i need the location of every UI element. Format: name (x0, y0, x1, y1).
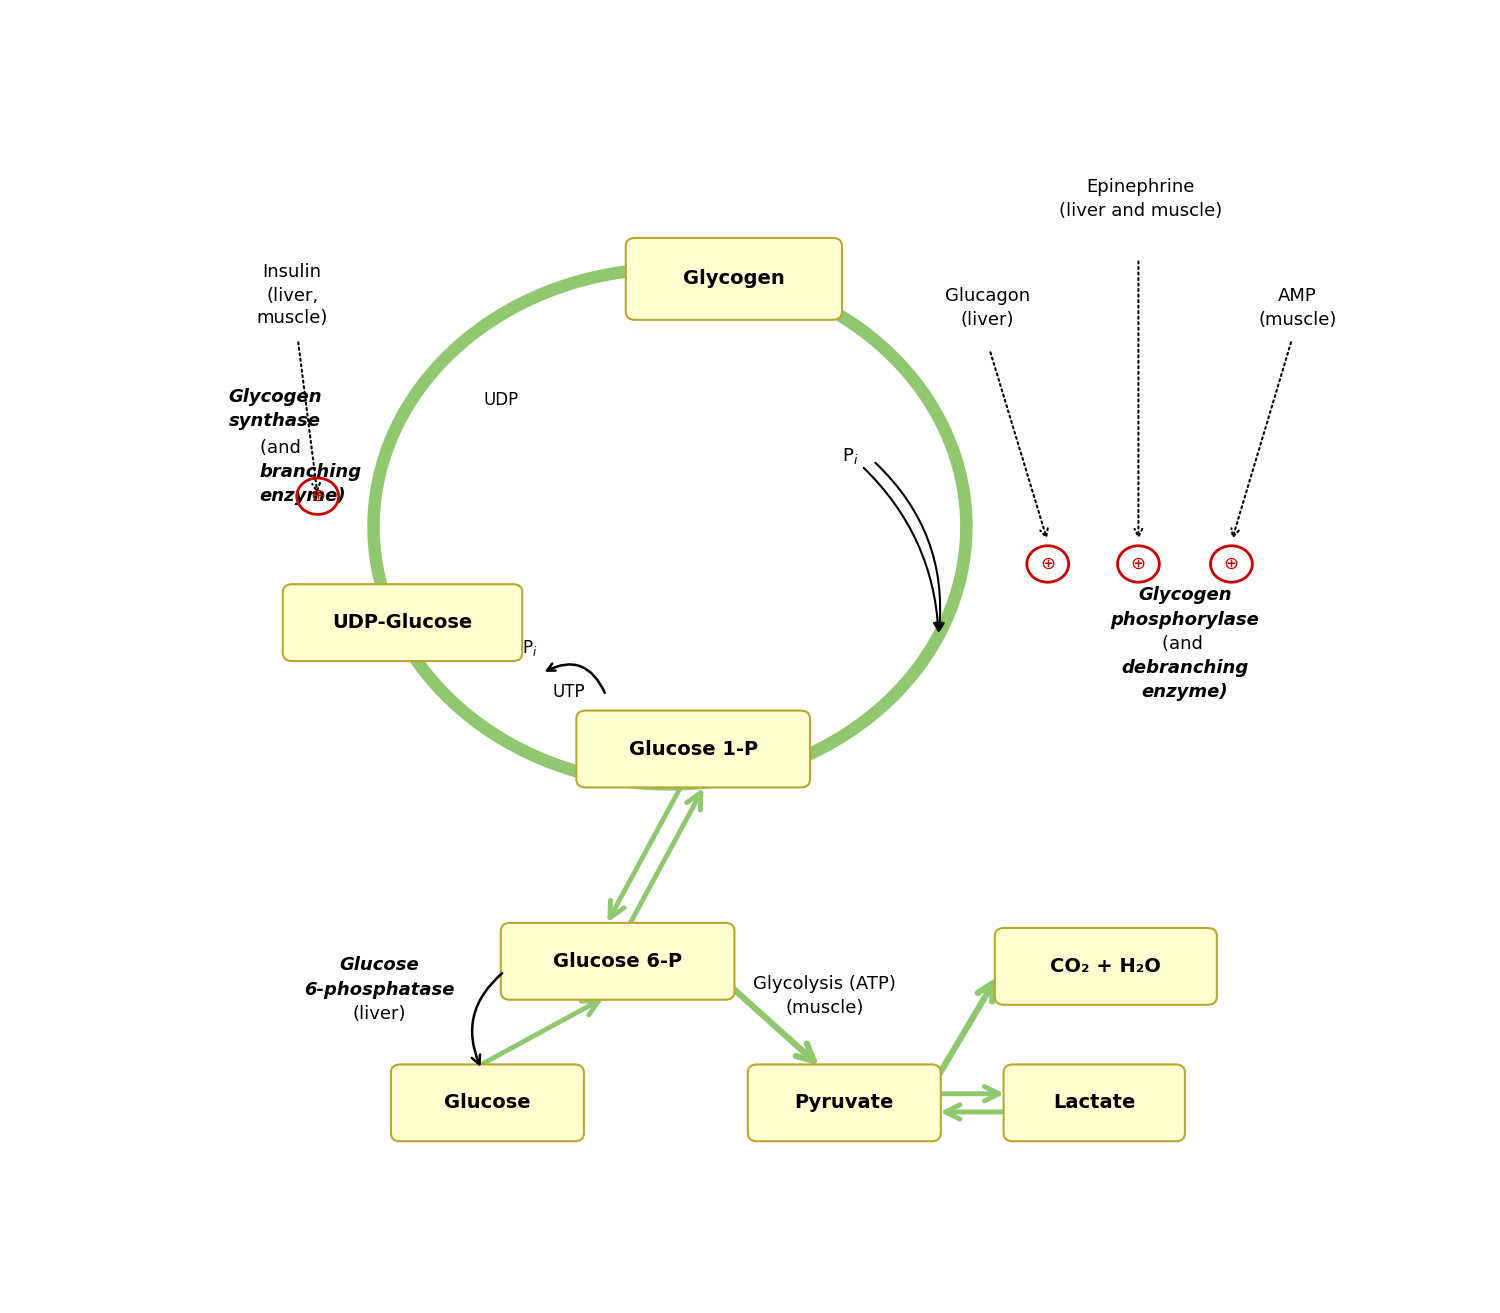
FancyBboxPatch shape (392, 1065, 584, 1141)
Text: enzyme): enzyme) (260, 487, 347, 506)
Text: Glycogen: Glycogen (228, 389, 321, 406)
FancyBboxPatch shape (501, 923, 735, 999)
Text: synthase: synthase (228, 412, 321, 431)
Text: ⊕: ⊕ (1040, 555, 1056, 572)
Text: (muscle): (muscle) (1258, 311, 1336, 330)
Text: P$_i$: P$_i$ (842, 446, 858, 466)
Text: Glycogen: Glycogen (1138, 587, 1232, 604)
Text: (liver,: (liver, (266, 288, 318, 305)
Text: ⊕: ⊕ (1131, 555, 1146, 572)
Text: Glucagon: Glucagon (945, 288, 1030, 305)
Text: Glycolysis (ATP): Glycolysis (ATP) (753, 974, 896, 993)
Text: 6-phosphatase: 6-phosphatase (304, 981, 454, 999)
Text: Epinephrine: Epinephrine (1086, 179, 1196, 196)
Text: Glycogen: Glycogen (682, 269, 784, 289)
Text: PP$_i$: PP$_i$ (512, 638, 537, 658)
FancyBboxPatch shape (284, 584, 522, 660)
Text: Glucose 1-P: Glucose 1-P (628, 739, 758, 759)
FancyBboxPatch shape (748, 1065, 940, 1141)
Text: Glucose 6-P: Glucose 6-P (554, 952, 682, 970)
Text: Insulin: Insulin (262, 263, 321, 281)
Text: muscle): muscle) (256, 310, 328, 327)
Text: ⊕: ⊕ (310, 487, 326, 506)
Text: Glucose: Glucose (339, 956, 418, 974)
Text: Lactate: Lactate (1053, 1094, 1136, 1112)
Text: Pyruvate: Pyruvate (795, 1094, 894, 1112)
Text: UTP: UTP (552, 684, 585, 701)
FancyBboxPatch shape (994, 928, 1216, 1004)
FancyBboxPatch shape (1004, 1065, 1185, 1141)
Text: ⊕: ⊕ (1224, 555, 1239, 572)
Text: CO₂ + H₂O: CO₂ + H₂O (1050, 957, 1161, 976)
FancyBboxPatch shape (576, 710, 810, 788)
Text: (and: (and (1161, 635, 1208, 653)
Text: (muscle): (muscle) (786, 999, 864, 1016)
Text: enzyme): enzyme) (1142, 684, 1228, 701)
FancyBboxPatch shape (626, 238, 842, 320)
Text: AMP: AMP (1278, 288, 1317, 305)
Text: Glucose: Glucose (444, 1094, 531, 1112)
Text: (liver and muscle): (liver and muscle) (1059, 202, 1222, 221)
Text: (liver): (liver) (960, 311, 1014, 330)
Text: UDP-Glucose: UDP-Glucose (333, 613, 472, 632)
Text: UDP: UDP (483, 391, 519, 410)
Text: (and: (and (260, 439, 306, 457)
Text: phosphorylase: phosphorylase (1110, 611, 1260, 629)
Text: (liver): (liver) (352, 1004, 407, 1023)
Text: debranching: debranching (1122, 659, 1248, 678)
Text: branching: branching (260, 463, 362, 481)
